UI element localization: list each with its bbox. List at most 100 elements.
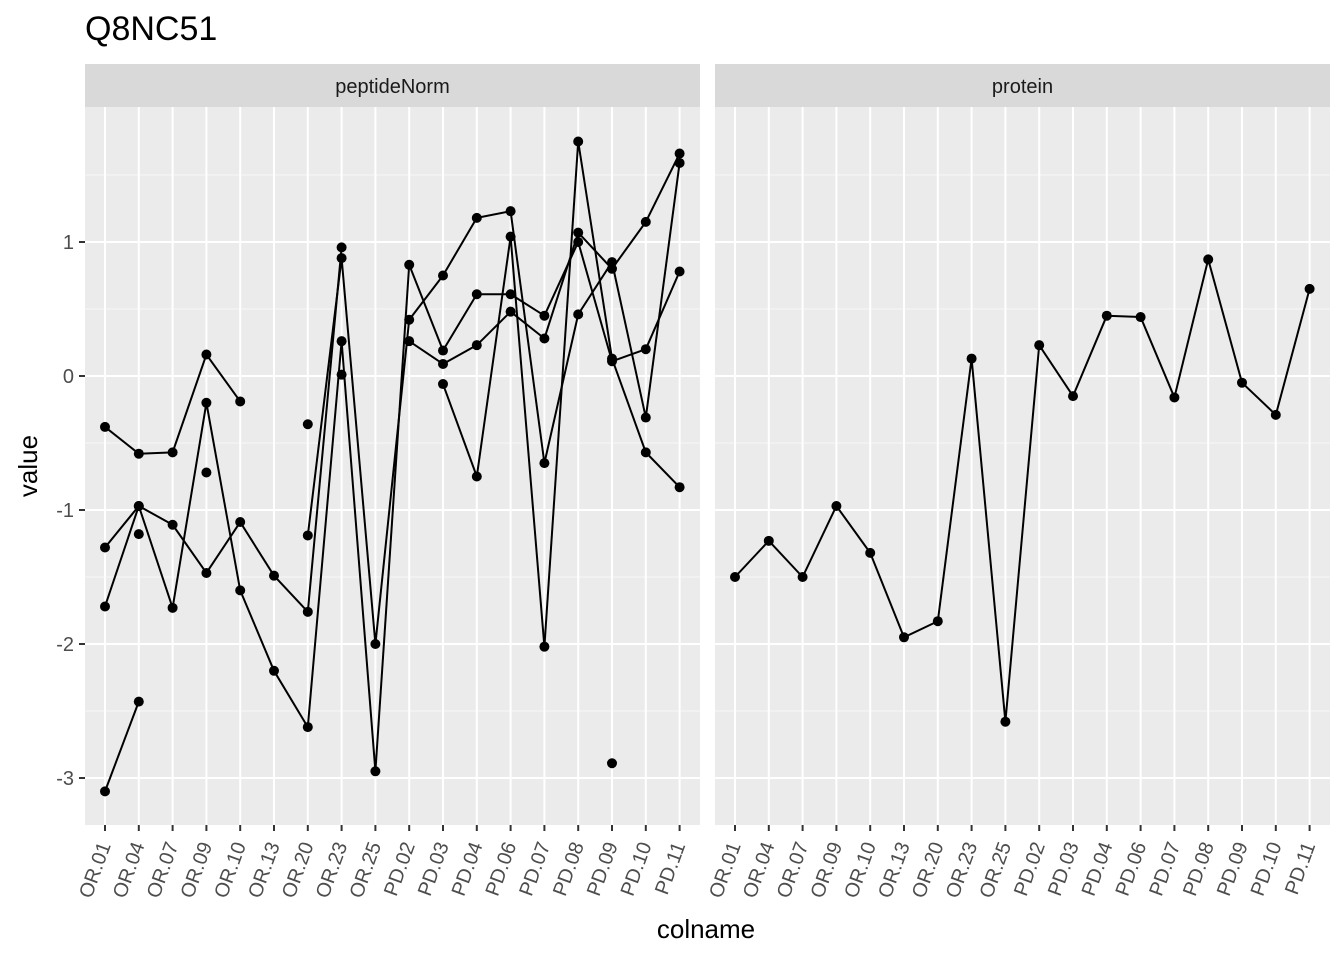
- data-point: [1304, 283, 1315, 294]
- series-6: [607, 758, 617, 769]
- series-segment: [239, 521, 275, 577]
- data-point: [100, 601, 110, 612]
- data-point: [505, 306, 516, 317]
- series-4: [100, 157, 685, 797]
- series-segment: [1072, 315, 1108, 397]
- series-segment: [442, 344, 478, 365]
- data-point: [573, 227, 584, 238]
- data-point: [471, 471, 482, 482]
- series-segment: [1241, 381, 1277, 416]
- data-point: [797, 572, 808, 582]
- facet-strip: [715, 64, 1330, 107]
- data-point: [1101, 310, 1112, 321]
- data-point: [438, 379, 448, 390]
- panel-peptideNorm: peptideNormOR.01OR.04OR.07OR.09OR.10OR.1…: [75, 64, 700, 901]
- data-point: [505, 289, 516, 300]
- series-segment: [543, 141, 580, 647]
- data-point: [640, 344, 651, 355]
- data-point: [573, 309, 584, 320]
- series-segment: [104, 426, 140, 455]
- y-tick-label: -2: [56, 634, 74, 656]
- series-segment: [644, 271, 681, 350]
- series-segment: [543, 241, 580, 317]
- data-point: [100, 786, 110, 797]
- data-point: [607, 257, 617, 268]
- series-segment: [611, 221, 647, 270]
- series-segment: [1207, 259, 1243, 383]
- series-segment: [239, 590, 275, 672]
- data-point: [1169, 392, 1180, 403]
- data-point: [1203, 254, 1214, 265]
- data-point: [370, 766, 381, 777]
- series-segment: [645, 451, 681, 488]
- data-point: [438, 358, 448, 369]
- data-point: [899, 632, 909, 643]
- series-segment: [509, 236, 546, 647]
- data-point: [763, 535, 774, 546]
- data-point: [831, 500, 842, 511]
- data-point: [539, 333, 550, 344]
- series-segment: [475, 236, 512, 477]
- data-point: [471, 212, 482, 223]
- panel-protein: proteinOR.01OR.04OR.07OR.09OR.10OR.13OR.…: [705, 64, 1330, 901]
- data-point: [674, 148, 685, 159]
- data-point: [539, 641, 550, 652]
- data-point: [336, 369, 347, 380]
- facet-strip-label: peptideNorm: [335, 76, 450, 98]
- series-segment: [306, 257, 343, 536]
- series-segment: [442, 217, 478, 277]
- y-tick-label: -1: [56, 500, 74, 522]
- data-point: [505, 206, 516, 217]
- data-point: [640, 216, 651, 227]
- series-segment: [543, 232, 580, 339]
- series-segment: [734, 540, 770, 578]
- series-segment: [340, 257, 377, 645]
- plot-background: [85, 107, 700, 825]
- data-point: [269, 665, 279, 676]
- series-segment: [644, 153, 681, 223]
- data-point: [235, 585, 246, 596]
- series-segment: [768, 540, 804, 578]
- data-point: [235, 517, 246, 528]
- series-segment: [442, 293, 478, 352]
- data-point: [336, 336, 347, 347]
- y-tick-label: -3: [56, 768, 74, 790]
- series-segment: [577, 241, 613, 362]
- series-segment: [374, 319, 411, 645]
- series-segment: [577, 261, 613, 315]
- data-point: [1068, 391, 1078, 402]
- data-point: [539, 458, 550, 469]
- data-point: [471, 340, 482, 351]
- series-segment: [273, 574, 309, 613]
- data-point: [607, 758, 617, 769]
- series-segment: [137, 505, 174, 609]
- data-point: [438, 345, 448, 356]
- series-segment: [509, 211, 546, 464]
- data-point: [201, 467, 212, 478]
- series-segment: [306, 341, 343, 728]
- data-point: [865, 547, 876, 558]
- data-point: [370, 639, 381, 649]
- series-segment: [611, 348, 647, 363]
- data-point: [674, 157, 685, 168]
- series-segment: [205, 402, 242, 591]
- series-segment: [476, 310, 512, 346]
- series-segment: [936, 358, 973, 622]
- data-point: [1000, 716, 1011, 727]
- series-segment: [1106, 314, 1141, 319]
- data-point: [404, 259, 415, 270]
- series-segment: [1038, 344, 1074, 397]
- series-3: [100, 237, 685, 777]
- data-point: [674, 482, 685, 493]
- data-point: [302, 606, 313, 617]
- series-segment: [1139, 316, 1176, 398]
- data-point: [201, 397, 212, 408]
- data-point: [573, 136, 584, 147]
- data-point: [1034, 340, 1045, 351]
- series-segment: [273, 670, 309, 728]
- chart-title: Q8NC51: [85, 10, 217, 48]
- data-point: [201, 349, 212, 360]
- facet-strip-label: protein: [992, 76, 1053, 98]
- series-1: [100, 349, 313, 459]
- series-segment: [205, 521, 242, 574]
